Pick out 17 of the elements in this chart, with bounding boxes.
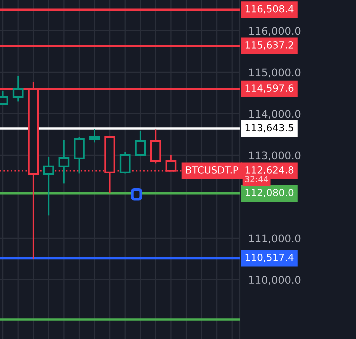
annotation: BTCUSDT.P (186, 166, 238, 174)
ref-line-label: 112,080.0 (246, 189, 294, 198)
y-tick-label: 114,000.0 (249, 110, 301, 120)
y-tick-label: 115,000.0 (249, 68, 301, 78)
ref-line-label: 112,624.8 (246, 166, 294, 175)
ref-line-label: 114,597.6 (246, 84, 294, 93)
text: 32:44 (245, 176, 268, 182)
y-tick-label: 113,000.0 (249, 152, 301, 161)
y-tick-label: 116,000.0 (249, 27, 301, 36)
candlestick (43, 156, 54, 216)
ref-line-label: 116,508.4 (246, 5, 294, 14)
candlestick (58, 139, 70, 184)
ref-line-label: 110,517.4 (246, 254, 294, 262)
ref-line-label: 113,643.5 (246, 124, 294, 133)
y-tick-label: 110,000.0 (249, 276, 301, 286)
ref-line-label: 115,637.2 (246, 42, 294, 50)
y-tick-label: 111,000.0 (249, 234, 301, 244)
